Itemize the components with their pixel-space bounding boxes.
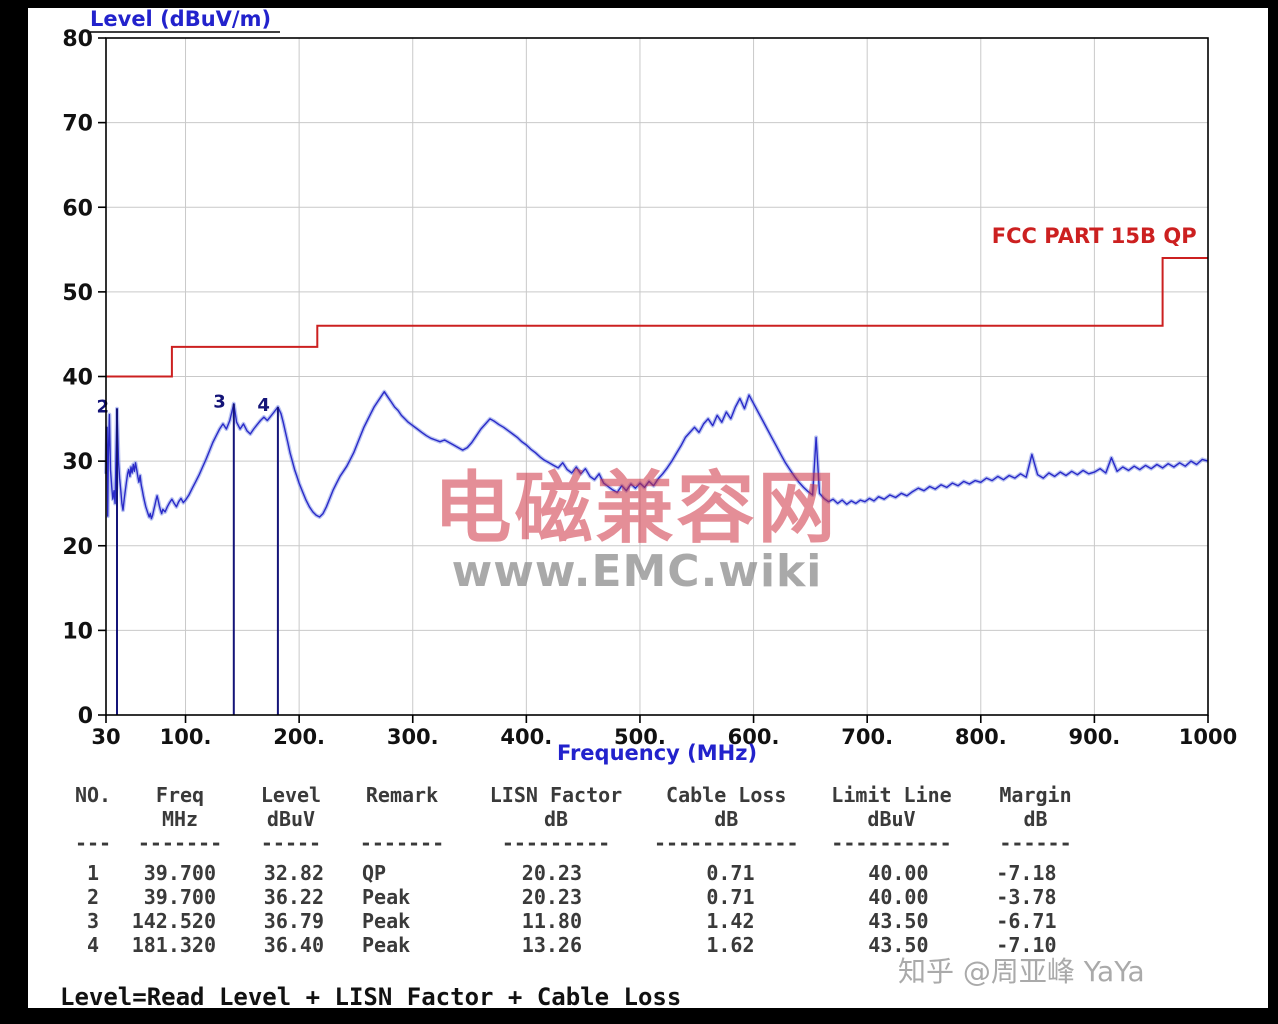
- credit-watermark: 知乎 @周亚峰 YaYa: [898, 955, 1145, 988]
- table-header-cell: dB: [1023, 807, 1048, 831]
- table-cell: 1.42: [706, 909, 755, 933]
- table-header-cell: Margin: [999, 783, 1072, 807]
- table-header-cell: MHz: [161, 807, 199, 831]
- y-tick-label: 20: [62, 535, 93, 560]
- marker-label: 2: [96, 397, 109, 418]
- table-cell: 2: [86, 885, 100, 909]
- table-header-cell: Remark: [365, 783, 439, 807]
- level-formula: Level=Read Level + LISN Factor + Cable L…: [60, 983, 682, 1011]
- table-cell: 40.00: [868, 861, 929, 885]
- table-header-cell: dB: [714, 807, 739, 831]
- y-tick-label: 40: [62, 366, 93, 391]
- table-header-row: --- ------- ----- ------- --------- ---------…: [62, 831, 1087, 855]
- table-cell: 13.26: [521, 933, 582, 957]
- table-row: 3 142.520 36.79 Peak 11.80 1.42 43.50 -6.71: [62, 909, 1087, 933]
- table-cell: 43.50: [868, 933, 929, 957]
- y-tick-label: 60: [62, 196, 93, 221]
- table-header-cell: [62, 807, 124, 831]
- limit-line: [106, 257, 1208, 378]
- table-header-row: NO. Freq Level Remark LISN Factor Cable Loss L…: [62, 783, 1087, 807]
- x-tick-label: 900.: [1068, 725, 1120, 749]
- table-cell: 36.40: [263, 933, 324, 957]
- x-tick-label: 200.: [273, 725, 325, 749]
- trace-halo: [104, 389, 1209, 521]
- table-cell: QP: [362, 861, 387, 885]
- table-cell: 36.22: [263, 885, 324, 909]
- y-tick-label: 80: [62, 27, 93, 52]
- marker-label: 4: [257, 395, 270, 416]
- x-tick-label: 300.: [387, 725, 439, 749]
- table-cell: -7.18: [996, 861, 1057, 885]
- table-header-cell: ------: [999, 831, 1072, 855]
- table-header-cell: [346, 807, 458, 831]
- table-cell: -3.78: [996, 885, 1057, 909]
- table-header-cell: Limit Line: [831, 783, 952, 807]
- table-header-cell: Freq: [155, 783, 205, 807]
- table-row: 2 39.700 36.22 Peak 20.23 0.71 40.00 -3.78: [62, 885, 1087, 909]
- table-cell: 1.62: [706, 933, 755, 957]
- limit-line-label: FCC PART 15B QP: [992, 224, 1197, 248]
- table-cell: -7.10: [996, 933, 1057, 957]
- results-table-section: NO. Freq Level Remark LISN Factor Cable Loss L…: [62, 783, 1087, 957]
- table-cell: 3: [86, 909, 100, 933]
- x-tick-label: 700.: [841, 725, 893, 749]
- chart-canvas: FCC PART 15B QP 2 3 4 30 100. 200. 300. 400. 500.…: [62, 8, 1237, 765]
- table-row: 1 39.700 32.82 QP 20.23 0.71 40.00 -7.18: [62, 855, 1087, 885]
- table-cell: Peak: [362, 909, 411, 933]
- table-cell: 39.700: [143, 861, 216, 885]
- table-cell: 32.82: [263, 861, 324, 885]
- y-tick-label: 50: [62, 281, 93, 306]
- table-header-cell: ------------: [654, 831, 799, 855]
- table-header-cell: dBuV: [266, 807, 316, 831]
- table-header-cell: ---: [74, 831, 112, 855]
- table-cell: Peak: [362, 885, 411, 909]
- x-tick-label: 400.: [500, 725, 552, 749]
- table-cell: 43.50: [868, 909, 929, 933]
- table-header-cell: Cable Loss: [666, 783, 787, 807]
- table-header-cell: dB: [543, 807, 569, 831]
- table-header-cell: NO.: [74, 783, 112, 807]
- table-header-cell: ---------: [501, 831, 611, 855]
- table-cell: 11.80: [521, 909, 582, 933]
- table-cell: 36.79: [263, 909, 324, 933]
- report-page: FCC PART 15B QP 2 3 4 30 100. 200. 300. 400. 500.…: [28, 8, 1268, 1011]
- table-header-cell: ----------: [831, 831, 952, 855]
- y-axis-title: Level (dBuV/m): [90, 8, 271, 31]
- marker-label: 3: [213, 392, 226, 413]
- results-table: NO. Freq Level Remark LISN Factor Cable Loss L…: [62, 783, 1087, 957]
- table-cell: -6.71: [996, 909, 1057, 933]
- table-cell: 181.320: [131, 933, 216, 957]
- x-axis-title: Frequency (MHz): [557, 741, 757, 765]
- table-cell: 40.00: [868, 885, 929, 909]
- table-cell: 20.23: [521, 861, 582, 885]
- emission-trace: [105, 391, 1209, 520]
- table-cell: 20.23: [521, 885, 582, 909]
- x-tick-label: 100.: [160, 725, 212, 749]
- y-tick-label: 0: [78, 704, 93, 729]
- x-tick-label: 600.: [728, 725, 780, 749]
- y-tick-label: 70: [62, 112, 93, 137]
- table-cell: 0.71: [706, 885, 755, 909]
- table-header-cell: Level: [260, 783, 322, 807]
- table-header-cell: -------: [359, 831, 445, 855]
- table-cell: Peak: [362, 933, 411, 957]
- table-header-cell: -------: [137, 831, 223, 855]
- table-header-row: MHz dBuV dB dB dBuV dB: [62, 807, 1087, 831]
- table-header-cell: dBuV: [867, 807, 916, 831]
- table-cell: 39.700: [143, 885, 216, 909]
- table-header-cell: -----: [260, 831, 322, 855]
- table-cell: 4: [86, 933, 100, 957]
- table-header-cell: LISN Factor: [489, 783, 623, 807]
- table-cell: 0.71: [706, 861, 755, 885]
- x-tick-label: 800.: [955, 725, 1007, 749]
- table-cell: 142.520: [131, 909, 216, 933]
- table-row: 4 181.320 36.40 Peak 13.26 1.62 43.50 -7.10: [62, 933, 1087, 957]
- x-tick-label: 500.: [614, 725, 666, 749]
- x-tick-label: 1000: [1179, 725, 1237, 749]
- table-cell: 1: [86, 861, 100, 885]
- emissions-chart: FCC PART 15B QP 2 3 4 30 100. 200. 300. 400. 500.…: [28, 8, 1268, 780]
- y-tick-label: 10: [62, 619, 93, 644]
- y-tick-label: 30: [62, 450, 93, 475]
- x-tick-label: 30: [91, 725, 120, 749]
